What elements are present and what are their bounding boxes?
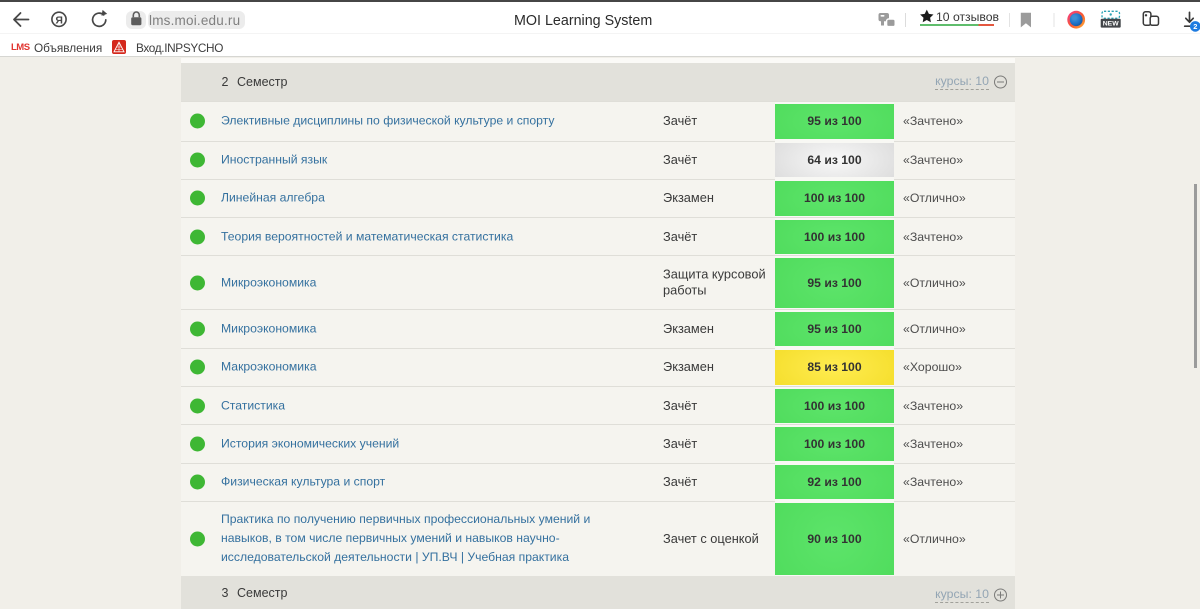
svg-text:NEW: NEW <box>1103 21 1119 28</box>
svg-text:2: 2 <box>1193 22 1197 31</box>
svg-text:Я: Я <box>55 14 63 26</box>
